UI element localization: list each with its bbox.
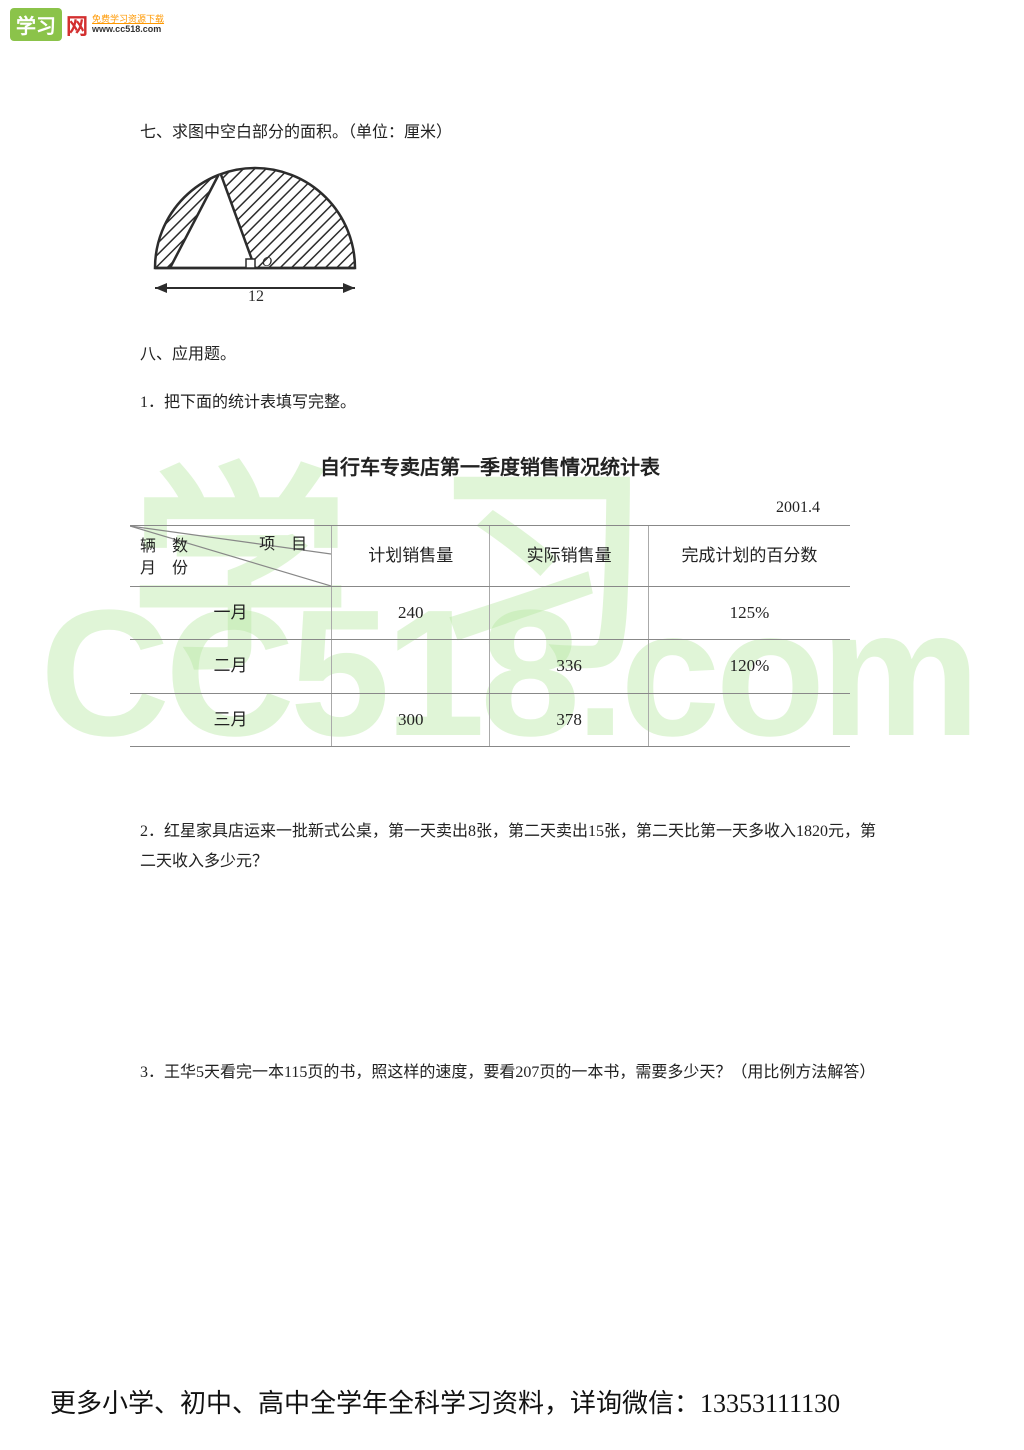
cell-plan: 240 [332, 586, 490, 639]
q8-3-text: 3．王华5天看完一本115页的书，照这样的速度，要看207页的一本书，需要多少天… [140, 1058, 880, 1088]
cell-plan [332, 640, 490, 693]
cell-actual [490, 586, 648, 639]
stat-table-wrap: 自行车专卖店第一季度销售情况统计表 2001.4 项 目 辆 [130, 449, 850, 747]
col-actual: 实际销售量 [490, 525, 648, 586]
q7-heading: 七、求图中空白部分的面积。（单位：厘米） [140, 118, 880, 148]
cell-actual: 378 [490, 693, 648, 746]
question-8-1: 1．把下面的统计表填写完整。 自行车专卖店第一季度销售情况统计表 2001.4 [140, 388, 880, 747]
cell-plan: 300 [332, 693, 490, 746]
logo-subtitle-bottom: www.cc518.com [92, 25, 164, 35]
question-7: 七、求图中空白部分的面积。（单位：厘米） [140, 118, 880, 320]
table-row: 一月 240 125% [130, 586, 850, 639]
cell-month: 一月 [130, 586, 332, 639]
q8-2-text: 2．红星家具店运来一批新式公桌，第一天卖出8张，第二天卖出15张，第二天比第一天… [140, 817, 880, 878]
cell-pct: 125% [648, 586, 850, 639]
logo-badge: 学习 [10, 8, 62, 41]
page-content: 七、求图中空白部分的面积。（单位：厘米） [140, 118, 880, 1106]
col-plan: 计划销售量 [332, 525, 490, 586]
site-logo: 学习 网 免费学习资源下载 www.cc518.com [10, 8, 164, 41]
table-row: 三月 300 378 [130, 693, 850, 746]
table-date: 2001.4 [130, 493, 850, 523]
q8-1-text: 1．把下面的统计表填写完整。 [140, 388, 880, 418]
cell-month: 三月 [130, 693, 332, 746]
table-corner-cell: 项 目 辆 数 月 份 [130, 525, 332, 586]
cell-pct: 120% [648, 640, 850, 693]
table-row: 二月 336 120% [130, 640, 850, 693]
diag-label-month: 月 份 [140, 554, 194, 584]
diag-label-item: 项 目 [259, 530, 313, 560]
cell-actual: 336 [490, 640, 648, 693]
logo-subtitle: 免费学习资源下载 www.cc518.com [92, 15, 164, 35]
question-8-3: 3．王华5天看完一本115页的书，照这样的速度，要看207页的一本书，需要多少天… [140, 1058, 880, 1088]
q7-figure: O 12 [140, 158, 880, 319]
question-8-heading: 八、应用题。 [140, 340, 880, 370]
semicircle-diagram-icon: O 12 [140, 158, 370, 308]
diameter-label: 12 [248, 288, 264, 305]
logo-wang: 网 [66, 9, 88, 41]
center-label: O [262, 255, 272, 270]
question-8-2: 2．红星家具店运来一批新式公桌，第一天卖出8张，第二天卖出15张，第二天比第一天… [140, 817, 880, 878]
table-header-row: 项 目 辆 数 月 份 计划销售量 实际销售量 完成计划的百分数 [130, 525, 850, 586]
cell-pct [648, 693, 850, 746]
col-pct: 完成计划的百分数 [648, 525, 850, 586]
stat-table: 项 目 辆 数 月 份 计划销售量 实际销售量 完成计划的百分数 一月 240 … [130, 525, 850, 747]
table-title: 自行车专卖店第一季度销售情况统计表 [130, 449, 850, 487]
page-footer: 更多小学、初中、高中全学年全科学习资料，详询微信：13353111130 [50, 1383, 974, 1420]
cell-month: 二月 [130, 640, 332, 693]
